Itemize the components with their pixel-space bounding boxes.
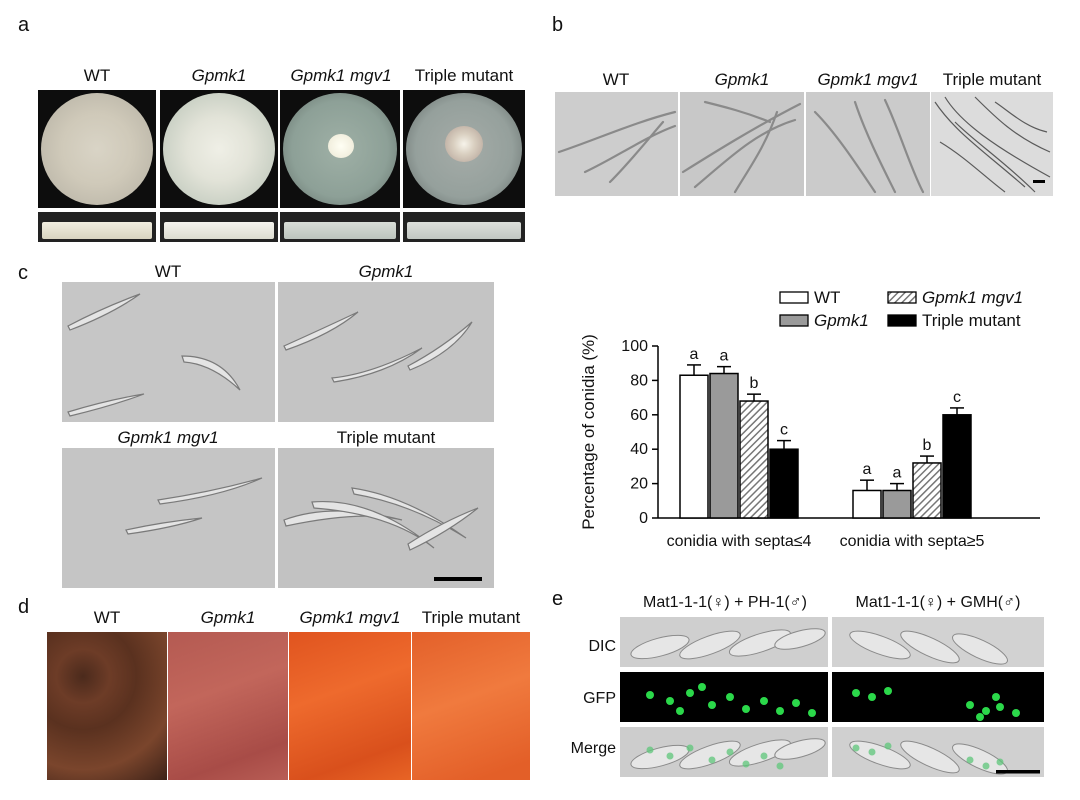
panel-c-label-triple: Triple mutant <box>336 428 436 447</box>
significance-letter: a <box>690 346 699 363</box>
conidia-micrograph-grid <box>62 282 494 588</box>
y-tick-label: 20 <box>630 476 648 493</box>
conidia-image-gpmk1 <box>278 282 494 422</box>
culture-image-gpmk1 <box>168 632 288 780</box>
panel-b-label-wt: WT <box>602 70 630 89</box>
bar <box>912 462 942 519</box>
plate-side-wt <box>38 212 156 242</box>
plate-side-gpmk1-mgv1 <box>280 212 400 242</box>
panel-c-label-gpmk1-mgv1: Gpmk1 mgv1 <box>117 428 219 447</box>
legend-label: WT <box>814 288 840 307</box>
conidia-image-gpmk1-mgv1 <box>62 448 275 588</box>
panel-a-letter: a <box>18 14 30 36</box>
panel-e-col-label-1: Mat1-1-1(♀) + PH-1(♂) <box>642 594 808 611</box>
y-tick-label: 60 <box>630 407 648 424</box>
panel-e-col-label-2: Mat1-1-1(♀) + GMH(♂) <box>855 594 1021 611</box>
legend-label: Triple mutant <box>922 311 1021 330</box>
panel-b-label-gpmk1-mgv1: Gpmk1 mgv1 <box>817 70 919 89</box>
hyphae-image-gpmk1-mgv1 <box>806 92 930 196</box>
significance-letter: a <box>893 465 902 482</box>
culture-image-triple <box>412 632 530 780</box>
y-tick-label: 40 <box>630 441 648 458</box>
y-tick-label: 80 <box>630 372 648 389</box>
bar <box>769 448 799 519</box>
panel-a-label-gpmk1: Gpmk1 <box>191 66 247 85</box>
y-tick-label: 100 <box>621 338 648 355</box>
significance-letter: b <box>750 375 759 392</box>
significance-letter: a <box>863 461 872 478</box>
legend-swatch <box>887 314 917 327</box>
panel-c-label-wt: WT <box>154 262 182 281</box>
panel-d-letter: d <box>18 596 30 618</box>
significance-letter: c <box>953 389 961 406</box>
panel-c-label-gpmk1: Gpmk1 <box>358 262 414 281</box>
plate-side-gpmk1 <box>160 212 278 242</box>
plate-image-gpmk1 <box>160 90 278 208</box>
legend-swatch <box>887 291 917 304</box>
legend-label: Gpmk1 <box>814 311 869 330</box>
panel-a-label-triple: Triple mutant <box>414 66 514 85</box>
ascus-gfp-2 <box>832 672 1044 722</box>
panel-d-label-gpmk1-mgv1: Gpmk1 mgv1 <box>299 608 401 627</box>
ascus-micrograph-grid <box>620 617 1044 777</box>
ascus-gfp-1 <box>620 672 828 722</box>
bar-chart: 0 20 40 60 80 100 Percentage of conidia (%) a a b… <box>579 288 1040 550</box>
panel-b-label-gpmk1: Gpmk1 <box>714 70 770 89</box>
panel-a-label-wt: WT <box>83 66 111 85</box>
panel-e-row-label-gfp: GFP <box>583 690 616 707</box>
plate-side-triple <box>403 212 525 242</box>
panel-b-letter: b <box>552 14 564 36</box>
bar <box>709 372 739 519</box>
plate-image-triple <box>403 90 525 208</box>
bar <box>882 489 912 519</box>
panel-e-row-label-merge: Merge <box>570 740 616 757</box>
scale-bar-e <box>996 770 1040 774</box>
panel-b-label-triple: Triple mutant <box>942 70 1042 89</box>
bar <box>679 374 709 519</box>
culture-image-gpmk1-mgv1 <box>289 632 411 780</box>
panel-d-label-gpmk1: Gpmk1 <box>200 608 256 627</box>
significance-letter: b <box>923 437 932 454</box>
legend-swatch <box>779 314 809 327</box>
panel-d-label-triple: Triple mutant <box>421 608 521 627</box>
hyphae-micrograph-strip <box>555 92 1053 196</box>
significance-letter: a <box>720 348 729 365</box>
panel-e-letter: e <box>552 588 564 610</box>
plate-image-wt <box>38 90 156 208</box>
significance-letter: c <box>780 422 788 439</box>
plate-image-gpmk1-mgv1 <box>280 90 400 208</box>
panel-c-letter: c <box>18 262 28 284</box>
bar <box>942 414 972 519</box>
panel-e-row-label-dic: DIC <box>588 638 616 655</box>
bar <box>852 489 882 519</box>
panel-d-label-wt: WT <box>93 608 121 627</box>
culture-image-wt <box>47 632 167 780</box>
x-category-label: conidia with septa≤4 <box>667 533 812 550</box>
scale-bar-b <box>1033 180 1045 183</box>
bar <box>739 400 769 519</box>
panel-a-label-gpmk1-mgv1: Gpmk1 mgv1 <box>290 66 392 85</box>
legend-label: Gpmk1 mgv1 <box>922 288 1023 307</box>
legend-swatch <box>779 291 809 304</box>
hyphae-image-wt <box>555 92 678 196</box>
y-axis-label: Percentage of conidia (%) <box>579 334 598 530</box>
x-category-label: conidia with septa≥5 <box>840 533 985 550</box>
y-tick-label: 0 <box>639 510 648 527</box>
scale-bar-c <box>434 577 482 581</box>
conidia-image-wt <box>62 282 275 422</box>
